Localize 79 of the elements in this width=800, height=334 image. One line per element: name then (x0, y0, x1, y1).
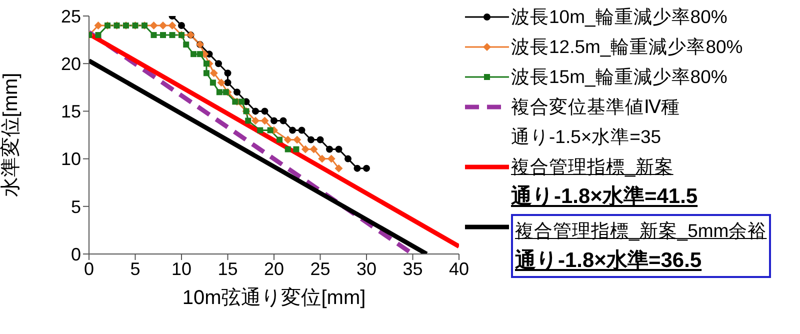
point (280, 117, 287, 124)
y-axis-title: 水準変位[mm] (0, 72, 22, 198)
point (293, 136, 302, 144)
x-tick-label: 0 (84, 258, 94, 279)
point (293, 146, 300, 152)
x-tick-label: 25 (310, 258, 330, 279)
point (95, 32, 102, 38)
point (150, 32, 157, 38)
point (183, 42, 190, 48)
point (178, 22, 185, 30)
point (217, 78, 226, 87)
point (159, 22, 167, 30)
point (308, 136, 314, 144)
legend-label: 複合管理指標_新案 (511, 155, 674, 179)
text: 通り-1.8×水準=41.5 (511, 184, 698, 210)
point (284, 146, 291, 152)
point (267, 127, 274, 134)
point (354, 164, 361, 172)
point (224, 79, 232, 86)
point (232, 98, 238, 105)
point (210, 69, 218, 78)
legend-label: 波長10m_輪重減少率80% (511, 5, 728, 29)
point (335, 146, 342, 153)
point (270, 117, 278, 124)
point (224, 70, 232, 77)
point (334, 164, 343, 172)
point (234, 88, 240, 96)
y-tick-label: 25 (60, 6, 81, 26)
y-tick-label: 5 (70, 196, 81, 217)
text: 通り-1.5×水準=35 (511, 125, 662, 149)
y-tick-label: 0 (70, 244, 81, 264)
point (169, 32, 176, 38)
point (222, 89, 229, 96)
point (301, 145, 310, 154)
x-tick-label: 35 (402, 258, 423, 279)
point (344, 155, 352, 162)
point (257, 127, 264, 134)
point (252, 108, 259, 115)
point (150, 22, 158, 30)
point (94, 22, 102, 30)
y-tick-label: 10 (60, 149, 81, 170)
legend-label: 複合変位基準値Ⅳ種 (511, 95, 680, 119)
x-tick-label: 40 (448, 258, 470, 279)
legend-label: 複合管理指標_新案_5mm余裕 (515, 219, 767, 243)
point (284, 136, 292, 144)
y-tick-label: 20 (60, 54, 81, 74)
legend-label: 波長15m_輪重減少率80% (511, 65, 728, 89)
point (298, 126, 306, 134)
point (160, 32, 166, 38)
x-axis-title: 10m弦通り変位[mm] (182, 286, 366, 310)
legend-label: 波長12.5m_輪重減少率80% (511, 35, 743, 59)
point (326, 146, 333, 153)
point (203, 60, 210, 67)
point (238, 98, 245, 105)
point (210, 80, 216, 86)
point (215, 60, 222, 68)
point (245, 118, 252, 124)
point (216, 89, 222, 96)
point (276, 136, 283, 143)
point (252, 116, 260, 125)
point (190, 51, 197, 58)
point (203, 70, 210, 76)
point (289, 126, 296, 134)
point (310, 145, 318, 154)
point (197, 51, 203, 58)
x-tick-label: 30 (356, 258, 377, 279)
point (363, 164, 370, 172)
point (168, 22, 176, 30)
x-tick-label: 10 (171, 258, 192, 279)
point (260, 116, 269, 125)
x-tick-label: 15 (218, 258, 238, 279)
x-tick-label: 20 (264, 258, 284, 279)
point (327, 154, 336, 163)
x-tick-label: 5 (130, 258, 140, 279)
y-tick-label: 15 (60, 102, 81, 122)
text: 通り-1.8×水準=36.5 (515, 248, 703, 274)
point (318, 154, 326, 163)
point (261, 108, 268, 115)
point (316, 136, 324, 144)
